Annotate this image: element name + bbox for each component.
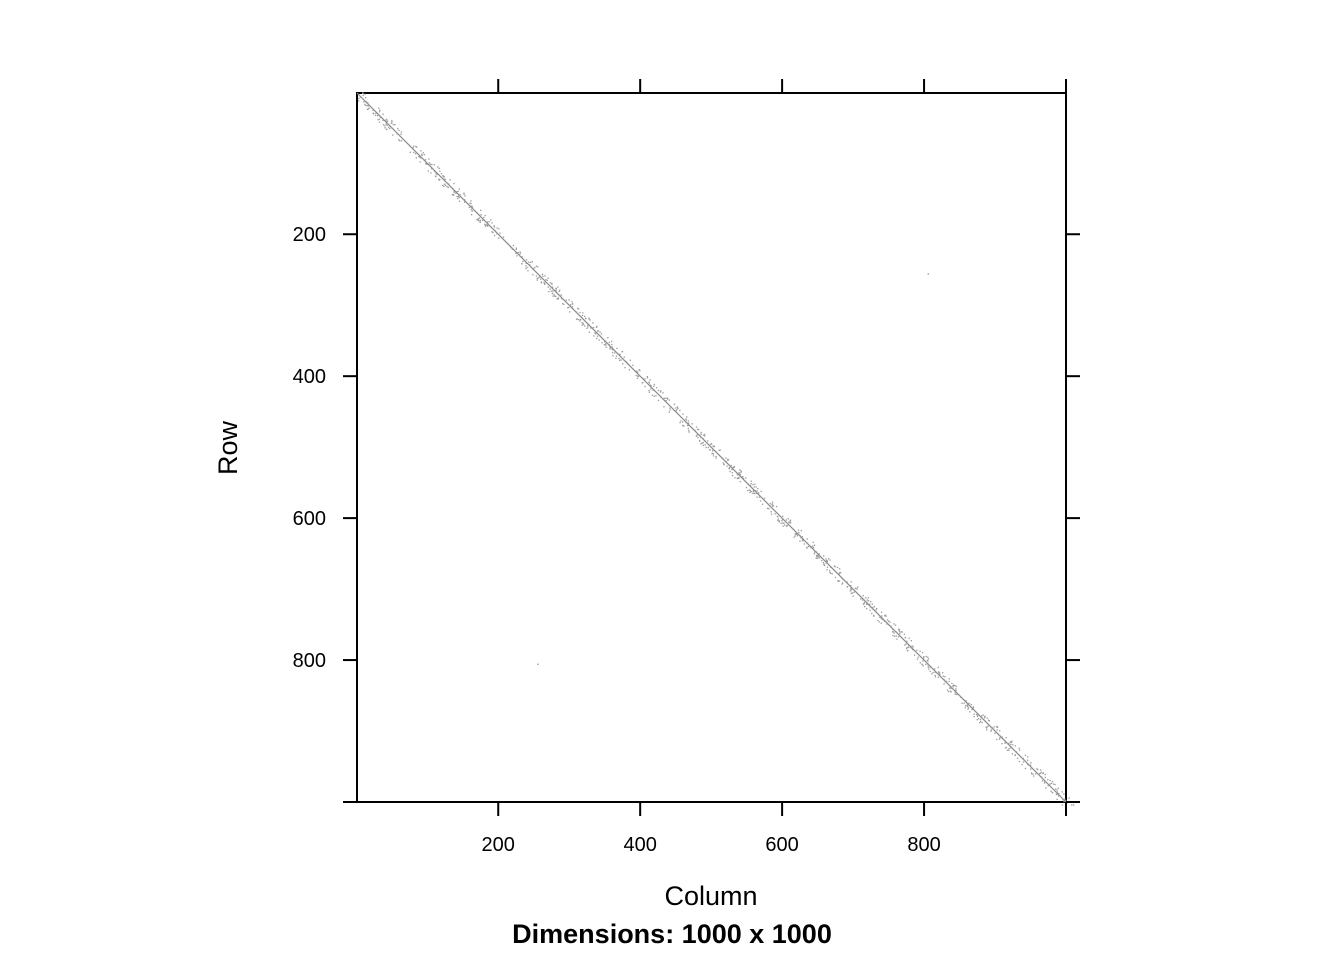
y-tick-label: 800 [293, 650, 326, 672]
matrix-block [551, 289, 573, 307]
matrix-block [921, 656, 941, 675]
matrix-block [777, 518, 800, 538]
tick-labels-layer: 200 400 600 800 200 400 600 800 [293, 224, 941, 856]
matrix-block [438, 175, 460, 196]
matrix-block [567, 303, 590, 326]
matrix-block [1004, 741, 1029, 766]
x-tick-label: 400 [623, 834, 656, 856]
matrix-block [595, 331, 613, 351]
x-axis-title: Column [664, 881, 757, 911]
matrix-block [948, 684, 970, 708]
matrix-block [525, 261, 547, 284]
matrix-block [934, 672, 955, 691]
matrix-block [452, 190, 474, 209]
x-tick-label: 800 [907, 834, 940, 856]
x-tick-label: 200 [482, 834, 515, 856]
matrix-block [834, 571, 859, 594]
matrix-block [484, 223, 505, 239]
matrix-block [581, 317, 600, 340]
matrix-block [906, 646, 930, 666]
y-tick-label: 600 [293, 508, 326, 530]
matrix-block [749, 486, 774, 509]
matrix-block [425, 162, 445, 180]
matrix-block [810, 544, 831, 567]
ticks-layer [343, 79, 1080, 816]
chart-subtitle: Dimensions: 1000 x 1000 [512, 919, 832, 949]
matrix-point [927, 273, 930, 275]
matrix-block [384, 120, 403, 142]
matrix-block [611, 347, 634, 371]
matrix-block [994, 726, 1014, 750]
matrix-block [695, 428, 715, 451]
plot-frame [356, 92, 1067, 803]
matrix-block [668, 403, 690, 427]
matrix-block [794, 529, 815, 549]
matrix-diagonal [356, 92, 1067, 803]
matrix-block [1024, 759, 1045, 781]
matrix-block [409, 145, 430, 165]
y-axis-title: Row [213, 420, 243, 475]
matrix-block [978, 715, 1001, 732]
matrix-block [892, 629, 913, 652]
matrix-block [510, 244, 532, 267]
matrix-block [850, 587, 872, 605]
x-tick-label: 600 [765, 834, 798, 856]
matrix-layer [356, 92, 1075, 807]
matrix-block [540, 273, 561, 297]
matrix-block [711, 449, 732, 470]
matrix-block [358, 92, 380, 115]
matrix-block [649, 383, 670, 408]
matrix-block [737, 471, 758, 492]
matrix-block [470, 207, 493, 224]
matrix-point [537, 663, 539, 666]
y-tick-label: 400 [293, 366, 326, 388]
matrix-block [1055, 787, 1075, 807]
y-tick-label: 200 [293, 224, 326, 246]
matrix-block [635, 369, 652, 393]
